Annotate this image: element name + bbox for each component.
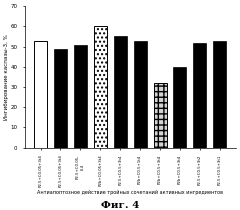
Bar <box>74 45 87 148</box>
Bar <box>213 41 226 148</box>
Y-axis label: Ингибирование каспазы-3, %: Ингибирование каспазы-3, % <box>4 34 9 120</box>
Bar <box>94 26 107 148</box>
Bar <box>193 43 206 148</box>
Text: Фиг. 4: Фиг. 4 <box>101 201 139 210</box>
X-axis label: Антиапоптозное действие тройных сочетаний активных ингредиентов: Антиапоптозное действие тройных сочетани… <box>37 190 223 195</box>
Bar <box>34 41 47 148</box>
Bar <box>134 41 147 148</box>
Bar <box>154 83 167 148</box>
Bar <box>114 37 127 148</box>
Bar <box>174 67 186 148</box>
Bar <box>54 49 67 148</box>
